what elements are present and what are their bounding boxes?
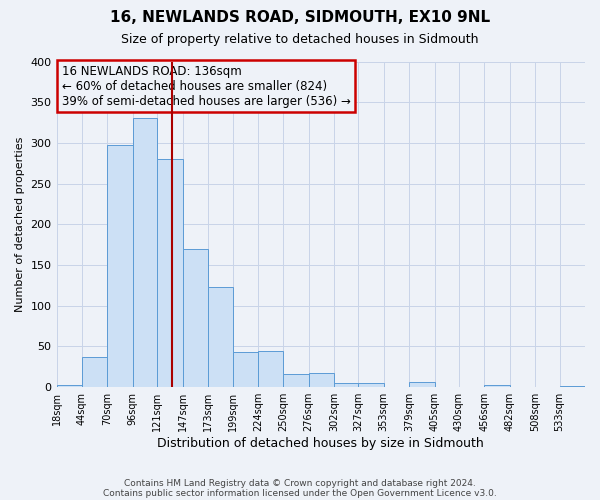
Bar [233,352,258,387]
Bar [258,350,283,387]
Bar [182,249,208,387]
Bar [358,383,384,387]
Text: Contains public sector information licensed under the Open Government Licence v3: Contains public sector information licen… [103,488,497,498]
X-axis label: Distribution of detached houses by size in Sidmouth: Distribution of detached houses by size … [157,437,484,450]
Bar [334,383,358,387]
Bar [56,385,82,387]
Text: Size of property relative to detached houses in Sidmouth: Size of property relative to detached ho… [121,32,479,46]
Text: Contains HM Land Registry data © Crown copyright and database right 2024.: Contains HM Land Registry data © Crown c… [124,478,476,488]
Bar [484,385,510,387]
Y-axis label: Number of detached properties: Number of detached properties [15,136,25,312]
Bar [107,146,133,387]
Bar [283,374,308,387]
Bar [560,386,585,387]
Text: 16 NEWLANDS ROAD: 136sqm
← 60% of detached houses are smaller (824)
39% of semi-: 16 NEWLANDS ROAD: 136sqm ← 60% of detach… [62,65,351,108]
Bar [308,374,334,387]
Bar [133,118,157,387]
Bar [409,382,434,387]
Bar [208,287,233,387]
Bar [82,357,107,387]
Text: 16, NEWLANDS ROAD, SIDMOUTH, EX10 9NL: 16, NEWLANDS ROAD, SIDMOUTH, EX10 9NL [110,10,490,25]
Bar [157,159,182,387]
